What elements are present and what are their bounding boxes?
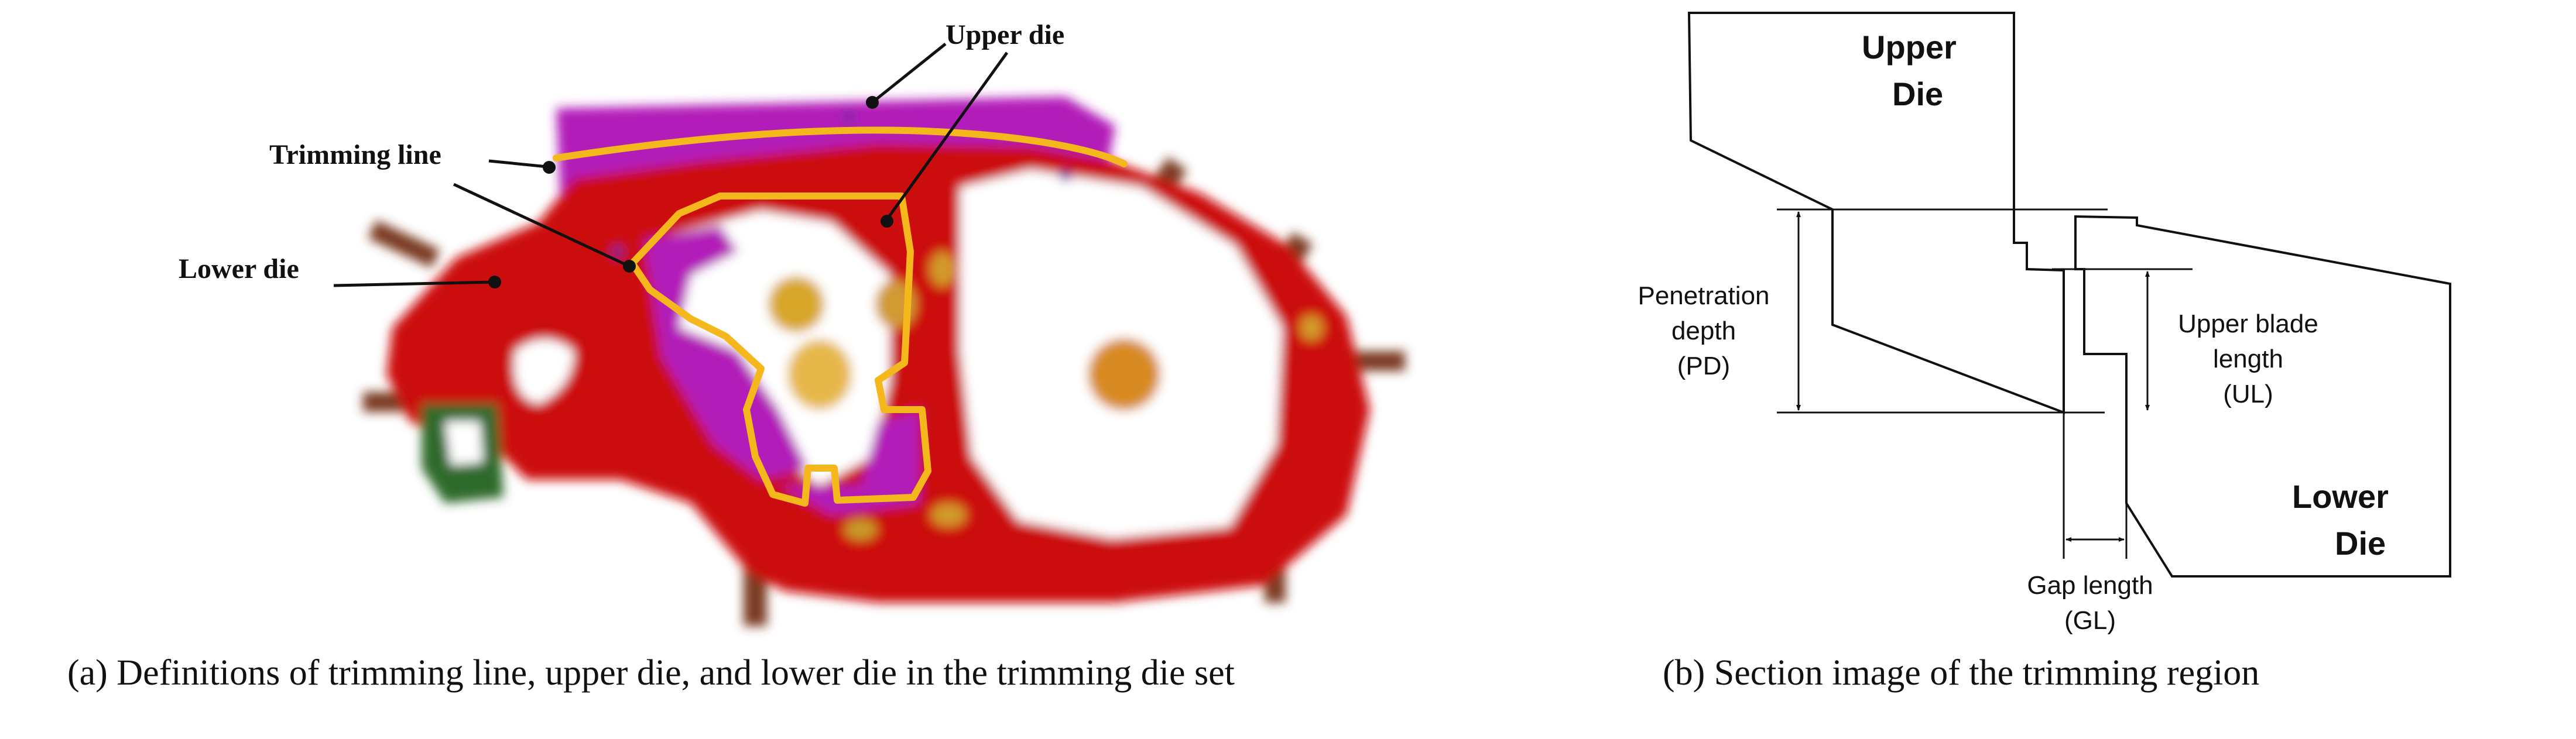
gl-label-2: (GL) [2064,606,2116,635]
car-body-image [363,97,1405,626]
upper-die-title-1: Upper [1862,29,1957,66]
front-small-opening [514,339,574,404]
caption-a: (a) Definitions of trimming line, upper … [67,653,1235,693]
trimming-line-curves [553,126,1128,507]
lower-die-title-2: Die [2335,525,2386,562]
caption-b: (b) Section image of the trimming region [1663,653,2259,693]
front-window-opening [650,211,890,486]
upper-die-title-2: Die [1892,75,1943,112]
callout-dots [488,96,893,288]
trimming-line-top [553,126,1128,167]
section-diagram [1687,12,2451,578]
lower-die-label: Lower die [179,253,299,284]
upper-die-label: Upper die [946,19,1064,50]
trimming-line-label: Trimming line [269,139,441,170]
pd-label-2: depth [1671,317,1736,345]
callout-lines [333,43,1009,287]
gl-label-1: Gap length [2027,571,2153,600]
ul-label-1: Upper blade [2178,310,2318,338]
trimming-line-window [629,193,931,507]
pd-label-1: Penetration [1638,281,1769,310]
pd-label-3: (PD) [1677,352,1730,380]
ul-label-3: (UL) [2223,380,2273,408]
upper-die-outline [1687,12,2065,414]
lower-die-title-1: Lower [2292,478,2389,515]
ul-label-2: length [2213,345,2283,373]
